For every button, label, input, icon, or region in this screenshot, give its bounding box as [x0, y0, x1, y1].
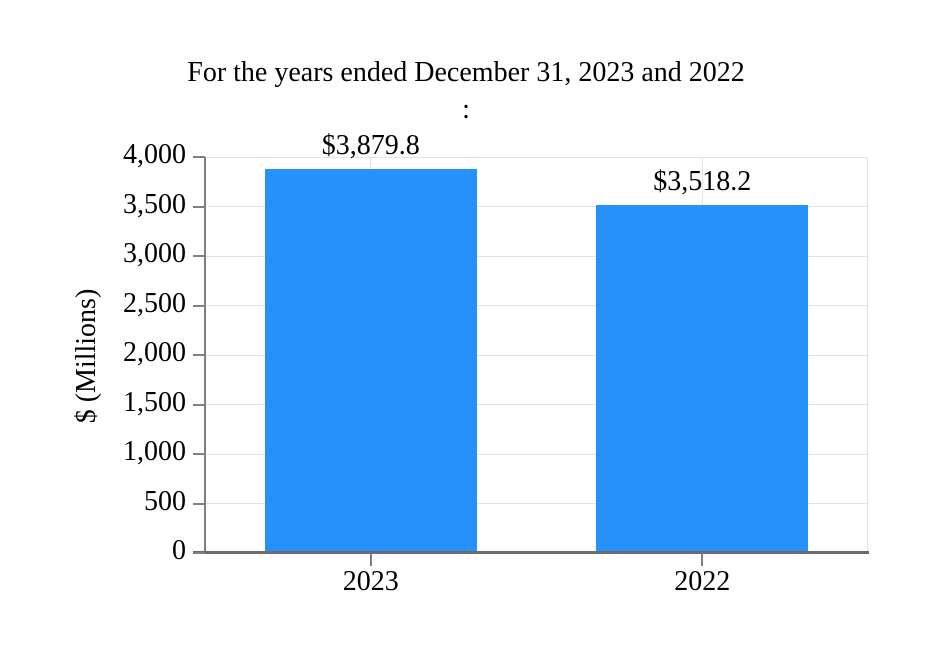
horizontal-gridline — [205, 206, 868, 207]
horizontal-gridline — [205, 503, 868, 504]
y-tick-label: 3,500 — [123, 188, 186, 220]
y-axis-tick — [193, 304, 205, 307]
y-tick-label: 1,000 — [123, 436, 186, 467]
horizontal-gridline — [205, 354, 868, 356]
x-axis-line — [193, 551, 869, 554]
bar-2022 — [596, 204, 809, 553]
horizontal-gridline — [205, 156, 868, 158]
chart-title-line2: : — [462, 94, 470, 125]
y-axis-tick — [193, 502, 205, 505]
horizontal-gridline — [205, 255, 868, 257]
y-tick-label: 2,500 — [123, 287, 186, 319]
y-tick-label: 3,000 — [123, 238, 186, 269]
y-axis-tick — [193, 354, 205, 356]
y-tick-label: 500 — [144, 485, 186, 517]
horizontal-gridline — [205, 453, 868, 455]
y-tick-label: 1,500 — [123, 386, 186, 418]
y-axis-line — [204, 157, 206, 553]
x-axis-tick — [369, 553, 372, 566]
y-axis-tick — [193, 403, 205, 406]
y-axis-tick — [193, 255, 205, 257]
y-axis-tick — [193, 156, 205, 158]
y-tick-label: 0 — [172, 535, 186, 566]
chart-title: For the years ended December 31, 2023 an… — [0, 54, 932, 128]
y-axis-tick — [193, 205, 205, 208]
chart-title-line1: For the years ended December 31, 2023 an… — [187, 57, 745, 88]
y-axis-tick — [193, 552, 205, 554]
horizontal-gridline — [205, 404, 868, 405]
horizontal-gridline — [205, 305, 868, 306]
x-tick-label: 2023 — [342, 566, 399, 597]
bar-value-label: $3,879.8 — [321, 129, 420, 161]
bar-2023 — [264, 168, 477, 553]
plot-right-border — [867, 157, 868, 553]
y-tick-label: 2,000 — [123, 337, 186, 368]
y-tick-label: 4,000 — [123, 139, 186, 170]
y-axis-tick — [193, 453, 205, 455]
x-axis-tick — [701, 553, 704, 566]
bar-value-label: $3,518.2 — [653, 165, 752, 197]
x-tick-label: 2022 — [674, 566, 731, 597]
